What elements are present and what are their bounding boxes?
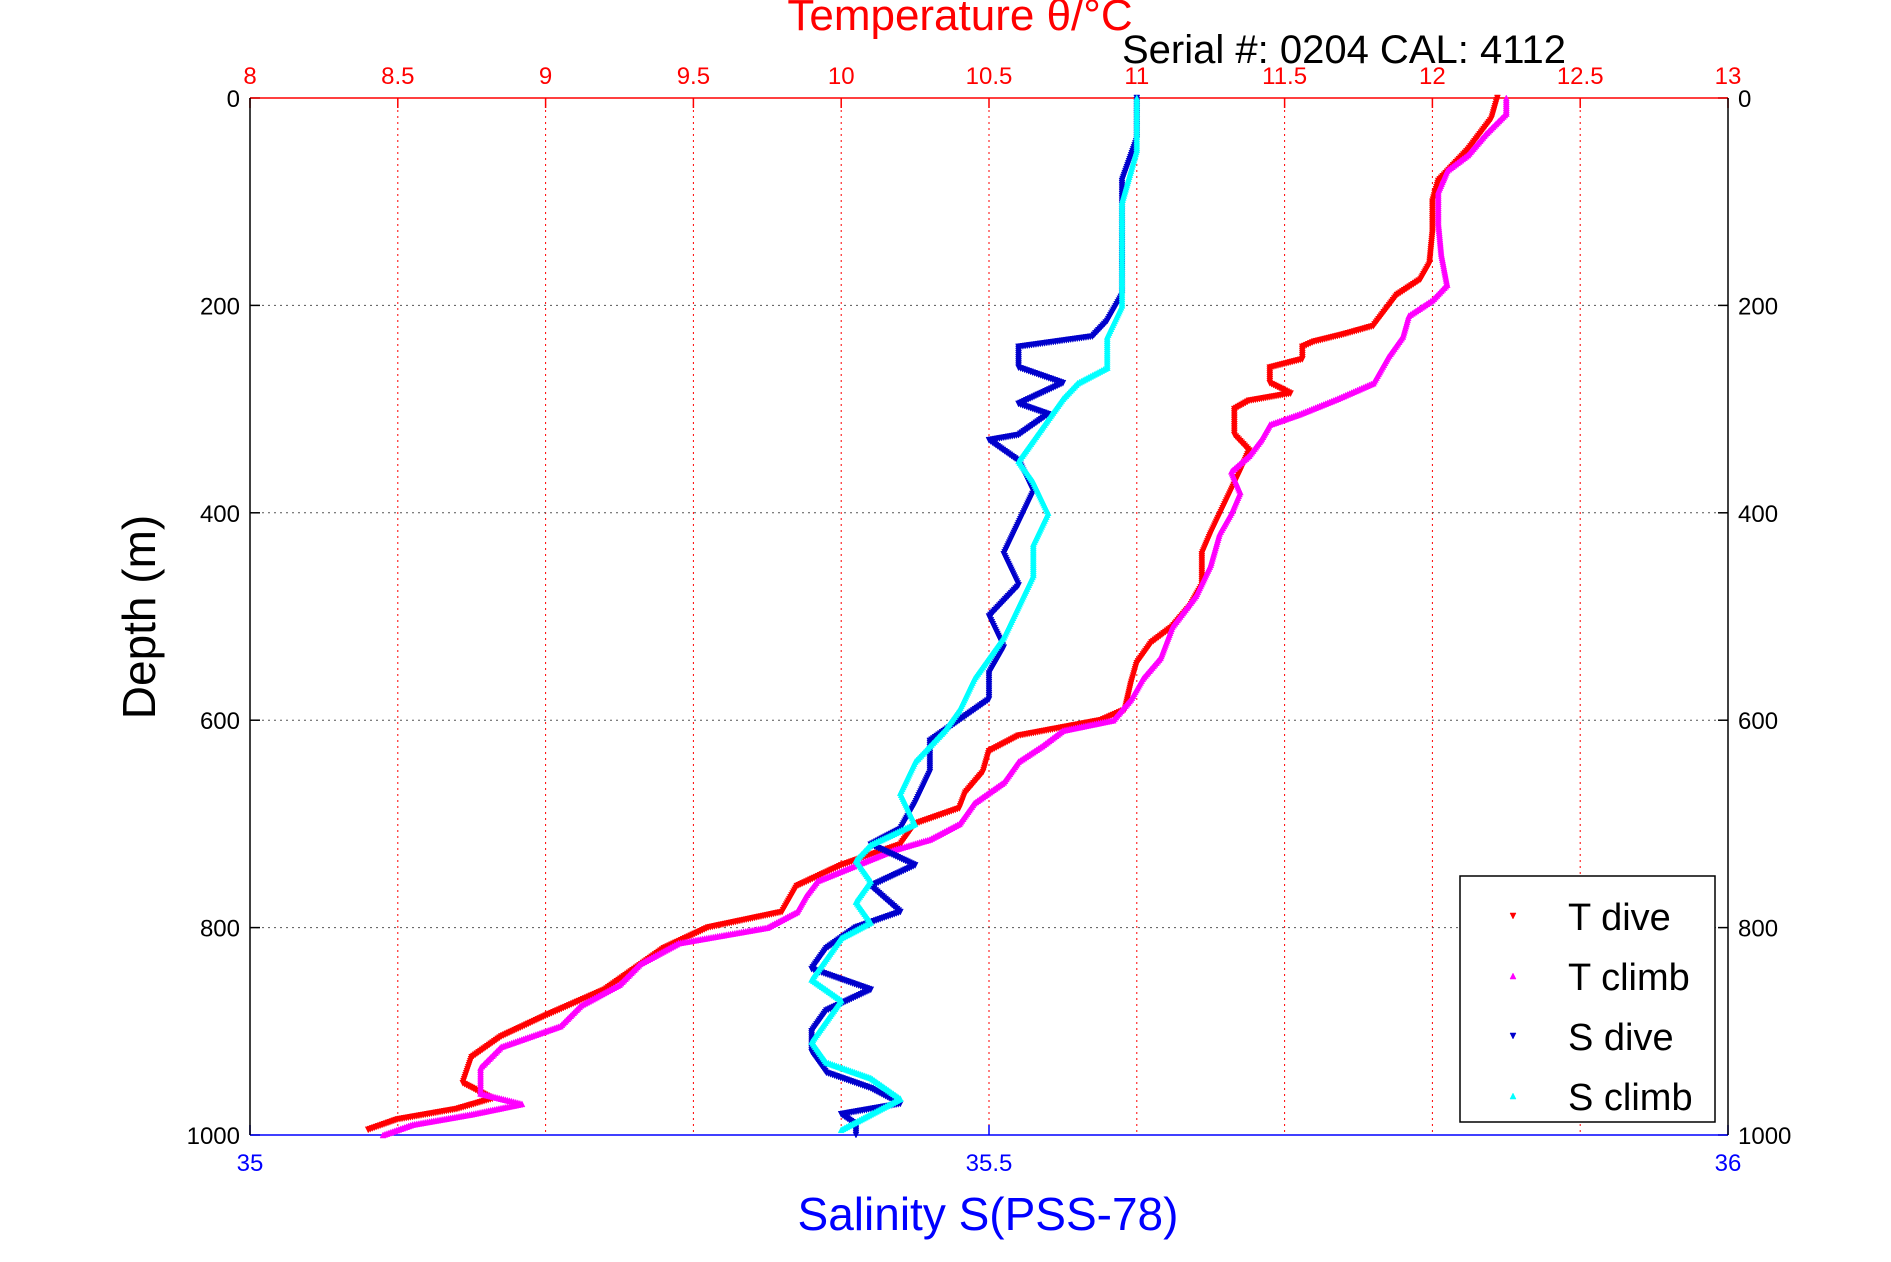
tick-label-top: 11.5: [1262, 63, 1307, 90]
tick-label-top: 13: [1715, 63, 1742, 90]
tick-label-top: 8: [243, 63, 256, 90]
tick-label-left: 800: [200, 916, 240, 943]
data-point: [364, 1126, 372, 1134]
data-series: [364, 94, 1510, 1139]
tick-label-bottom: 36: [1715, 1150, 1742, 1177]
tick-label-right: 800: [1738, 916, 1778, 943]
legend-label: T dive: [1568, 897, 1671, 939]
tick-label-top: 9: [539, 63, 552, 90]
tick-label-right: 0: [1738, 86, 1751, 113]
tick-label-left: 0: [227, 86, 240, 113]
tick-label-top: 12: [1419, 63, 1446, 90]
tick-label-left: 600: [200, 708, 240, 735]
series-s-dive: [808, 94, 1141, 1139]
x-axis-label: Salinity S(PSS-78): [798, 1188, 1179, 1240]
tick-label-top: 11: [1124, 63, 1149, 90]
tick-label-top: 9.5: [677, 63, 710, 90]
legend: T dive T climb S dive S climb: [1459, 875, 1716, 1123]
tick-label-left: 200: [200, 293, 240, 320]
serial-cal-label: Serial #: 0204 CAL: 4112: [1122, 28, 1566, 72]
data-point: [837, 1126, 845, 1134]
tick-label-bottom: 35.5: [966, 1150, 1013, 1177]
legend-marker: [1509, 1032, 1517, 1040]
tick-label-top: 12.5: [1557, 63, 1604, 90]
tick-label-left: 400: [200, 501, 240, 528]
tick-label-top: 10: [828, 63, 855, 90]
legend-marker: [1509, 1092, 1517, 1100]
axis-labels: Temperature θ/°C Serial #: 0204 CAL: 411…: [113, 0, 1566, 1240]
series-t-climb: [379, 94, 1510, 1139]
legend-label: T climb: [1568, 957, 1690, 999]
legend-label: S dive: [1568, 1017, 1674, 1059]
tick-label-right: 1000: [1738, 1123, 1791, 1150]
tick-label-left: 1000: [187, 1123, 240, 1150]
tick-label-top: 8.5: [381, 63, 414, 90]
legend-box: [1459, 875, 1716, 1123]
data-point: [379, 1131, 387, 1139]
tick-label-right: 200: [1738, 293, 1778, 320]
y-axis-label: Depth (m): [113, 515, 165, 719]
tick-label-top: 10.5: [966, 63, 1013, 90]
legend-label: S climb: [1568, 1077, 1693, 1119]
series-s-climb: [808, 94, 1141, 1134]
legend-marker: [1509, 972, 1517, 980]
data-point: [852, 1131, 860, 1139]
tick-label-right: 400: [1738, 501, 1778, 528]
tick-label-right: 600: [1738, 708, 1778, 735]
tick-label-bottom: 35: [237, 1150, 264, 1177]
chart-title: Temperature θ/°C: [787, 0, 1132, 40]
legend-marker: [1509, 912, 1517, 920]
